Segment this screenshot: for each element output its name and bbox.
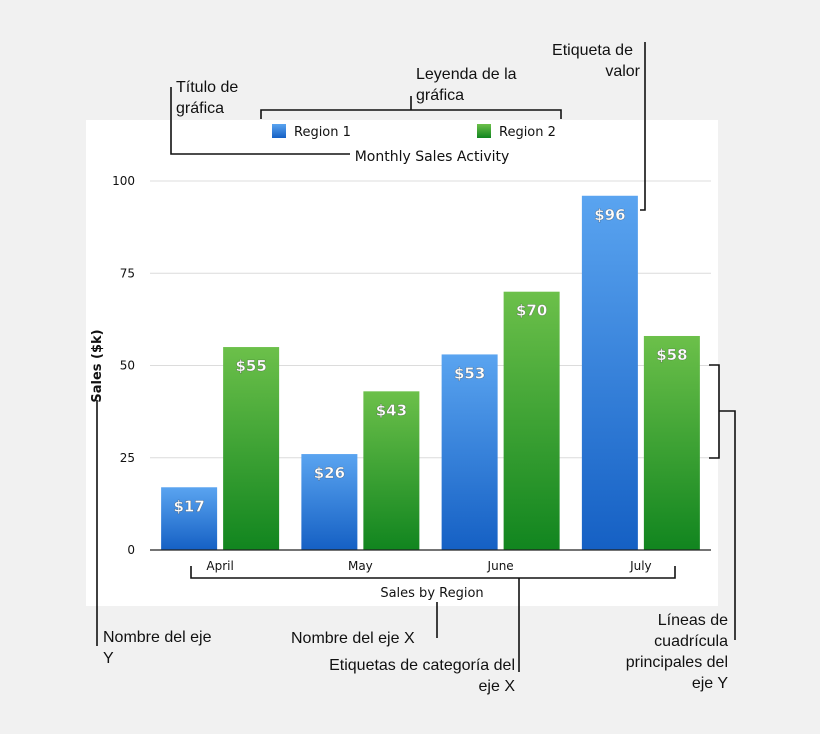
callout-y-axis-name-line-2: Y	[103, 650, 114, 667]
callout-line-legend-bracket	[260, 109, 562, 119]
callout-legend-line-1: Leyenda de la	[416, 66, 517, 83]
callout-legend: Leyenda de la gráfica	[416, 64, 517, 106]
bar-region-1-june	[441, 354, 498, 550]
callout-x-axis-name: Nombre del eje X	[291, 628, 415, 649]
legend-label-region-1: Region 1	[294, 125, 351, 140]
x-tick-label-june: June	[487, 559, 514, 573]
callout-line-value-label	[640, 42, 646, 211]
bar-region-1-april	[161, 487, 218, 550]
callout-legend-line-2: gráfica	[416, 87, 465, 104]
x-tick-label-july: July	[629, 559, 652, 573]
callout-value-label-line-2: valor	[605, 63, 640, 80]
legend-label-region-2: Region 2	[499, 125, 556, 140]
value-label-region-2-april: $55	[235, 357, 266, 375]
bar-region-2-july	[643, 335, 700, 550]
bar-region-2-may	[363, 391, 420, 550]
y-tick-label: 100	[112, 174, 135, 188]
legend-swatch-region-1	[272, 124, 286, 138]
bar-region-1-may	[301, 454, 358, 550]
y-axis-title: Sales ($k)	[90, 329, 105, 402]
value-label-region-2-may: $43	[376, 401, 407, 419]
callout-value-label: Etiqueta de valor	[545, 40, 640, 82]
y-tick-label: 25	[120, 451, 135, 465]
value-label-region-1-may: $26	[314, 464, 345, 482]
y-tick-label: 75	[120, 266, 135, 280]
value-label-region-2-july: $58	[656, 346, 687, 364]
value-label-region-1-april: $17	[173, 497, 204, 515]
callout-y-axis-name-line-1: Nombre del eje	[103, 629, 212, 646]
callout-y-gridlines-line-3: principales del	[625, 654, 728, 671]
callout-y-gridlines-line-4: eje Y	[691, 675, 728, 692]
bar-region-1-july	[581, 195, 638, 550]
callout-chart-title: Título de gráfica	[176, 77, 238, 119]
callout-y-axis-name: Nombre del eje Y	[103, 627, 212, 669]
chart-legend: Region 1 Region 2	[272, 124, 556, 140]
callout-value-label-line-1: Etiqueta de	[552, 42, 633, 59]
x-tick-label-may: May	[348, 559, 373, 573]
bar-region-2-april	[223, 347, 280, 550]
x-tick-label-april: April	[206, 559, 233, 573]
y-tick-label: 50	[120, 359, 135, 373]
callout-x-category-labels-line-2: eje X	[478, 678, 515, 695]
callout-y-gridlines-line-2: cuadrícula	[654, 633, 728, 650]
callout-chart-title-line-2: gráfica	[176, 100, 225, 117]
y-tick-label: 0	[127, 543, 135, 557]
callout-chart-title-line-1: Título de	[176, 79, 239, 96]
callout-y-gridlines-line-1: Líneas de	[657, 612, 728, 629]
value-label-region-2-june: $70	[516, 302, 547, 320]
callout-line-gridlines	[719, 410, 736, 640]
callout-x-category-labels-line-1: Etiquetas de categoría del	[329, 657, 515, 674]
callout-y-gridlines: Líneas de cuadrícula principales del eje…	[600, 610, 728, 694]
chart-title: Monthly Sales Activity	[355, 149, 510, 165]
value-label-region-1-june: $53	[454, 364, 485, 382]
value-label-region-1-july: $96	[594, 206, 625, 224]
callout-lines	[96, 42, 736, 672]
callout-line-category-bracket	[190, 566, 676, 579]
callout-x-category-labels: Etiquetas de categoría del eje X	[304, 655, 515, 697]
bar-region-2-june	[503, 291, 560, 550]
legend-swatch-region-2	[477, 124, 491, 138]
callout-x-axis-name-line-1: Nombre del eje X	[291, 630, 415, 647]
x-axis-title: Sales by Region	[380, 586, 483, 601]
callout-line-title	[170, 87, 350, 155]
